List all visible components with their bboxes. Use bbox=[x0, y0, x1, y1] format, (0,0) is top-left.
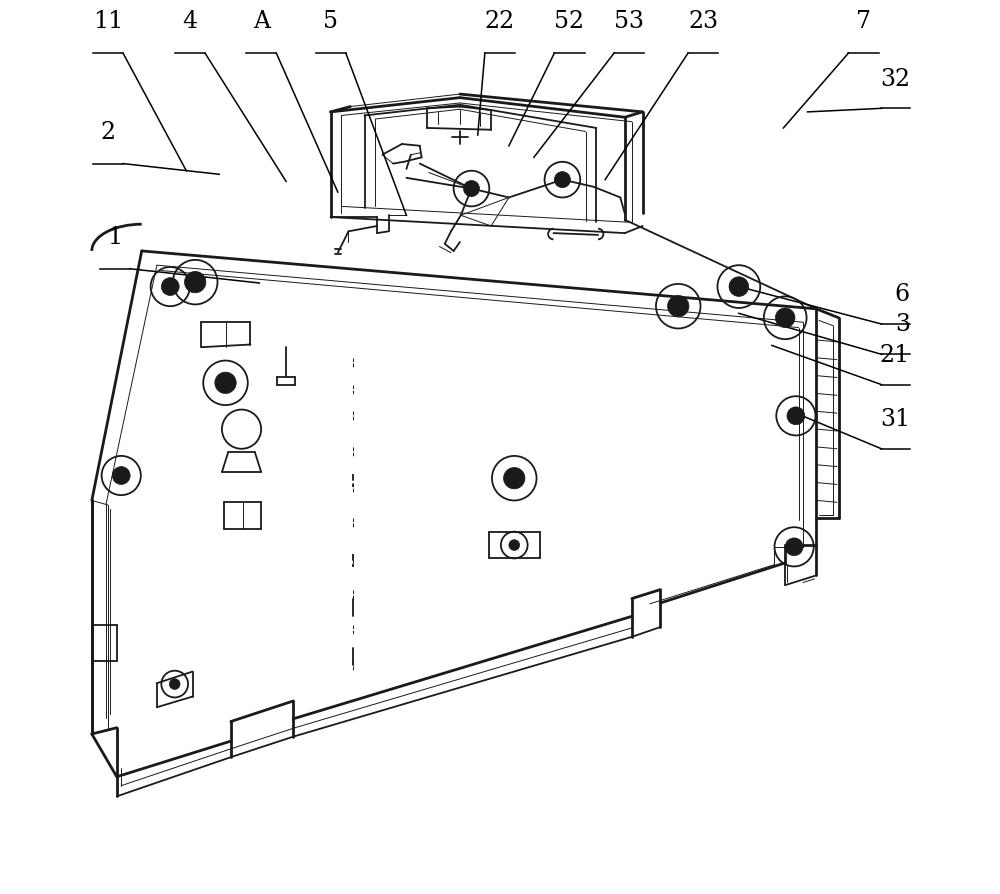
Text: 32: 32 bbox=[880, 68, 910, 90]
Circle shape bbox=[112, 467, 130, 485]
Text: 21: 21 bbox=[880, 344, 910, 367]
Circle shape bbox=[775, 308, 795, 327]
Text: 3: 3 bbox=[895, 314, 910, 336]
Circle shape bbox=[668, 296, 689, 316]
Text: 31: 31 bbox=[880, 408, 910, 431]
Text: 2: 2 bbox=[100, 121, 115, 144]
Text: 4: 4 bbox=[182, 11, 197, 33]
Circle shape bbox=[785, 538, 803, 556]
Text: 7: 7 bbox=[856, 11, 871, 33]
Circle shape bbox=[504, 468, 525, 489]
Circle shape bbox=[185, 272, 206, 293]
Text: 11: 11 bbox=[93, 11, 123, 33]
Circle shape bbox=[161, 278, 179, 296]
Text: 1: 1 bbox=[107, 226, 123, 249]
Circle shape bbox=[169, 679, 180, 689]
Text: 52: 52 bbox=[554, 11, 585, 33]
Circle shape bbox=[787, 407, 805, 425]
Text: A: A bbox=[253, 11, 270, 33]
Circle shape bbox=[509, 540, 520, 551]
Circle shape bbox=[215, 372, 236, 393]
Circle shape bbox=[463, 181, 480, 197]
Circle shape bbox=[554, 172, 570, 188]
Text: 22: 22 bbox=[485, 11, 515, 33]
Text: 5: 5 bbox=[323, 11, 338, 33]
Circle shape bbox=[729, 277, 749, 297]
Text: 53: 53 bbox=[614, 11, 644, 33]
Text: 6: 6 bbox=[895, 283, 910, 306]
Text: 23: 23 bbox=[688, 11, 718, 33]
